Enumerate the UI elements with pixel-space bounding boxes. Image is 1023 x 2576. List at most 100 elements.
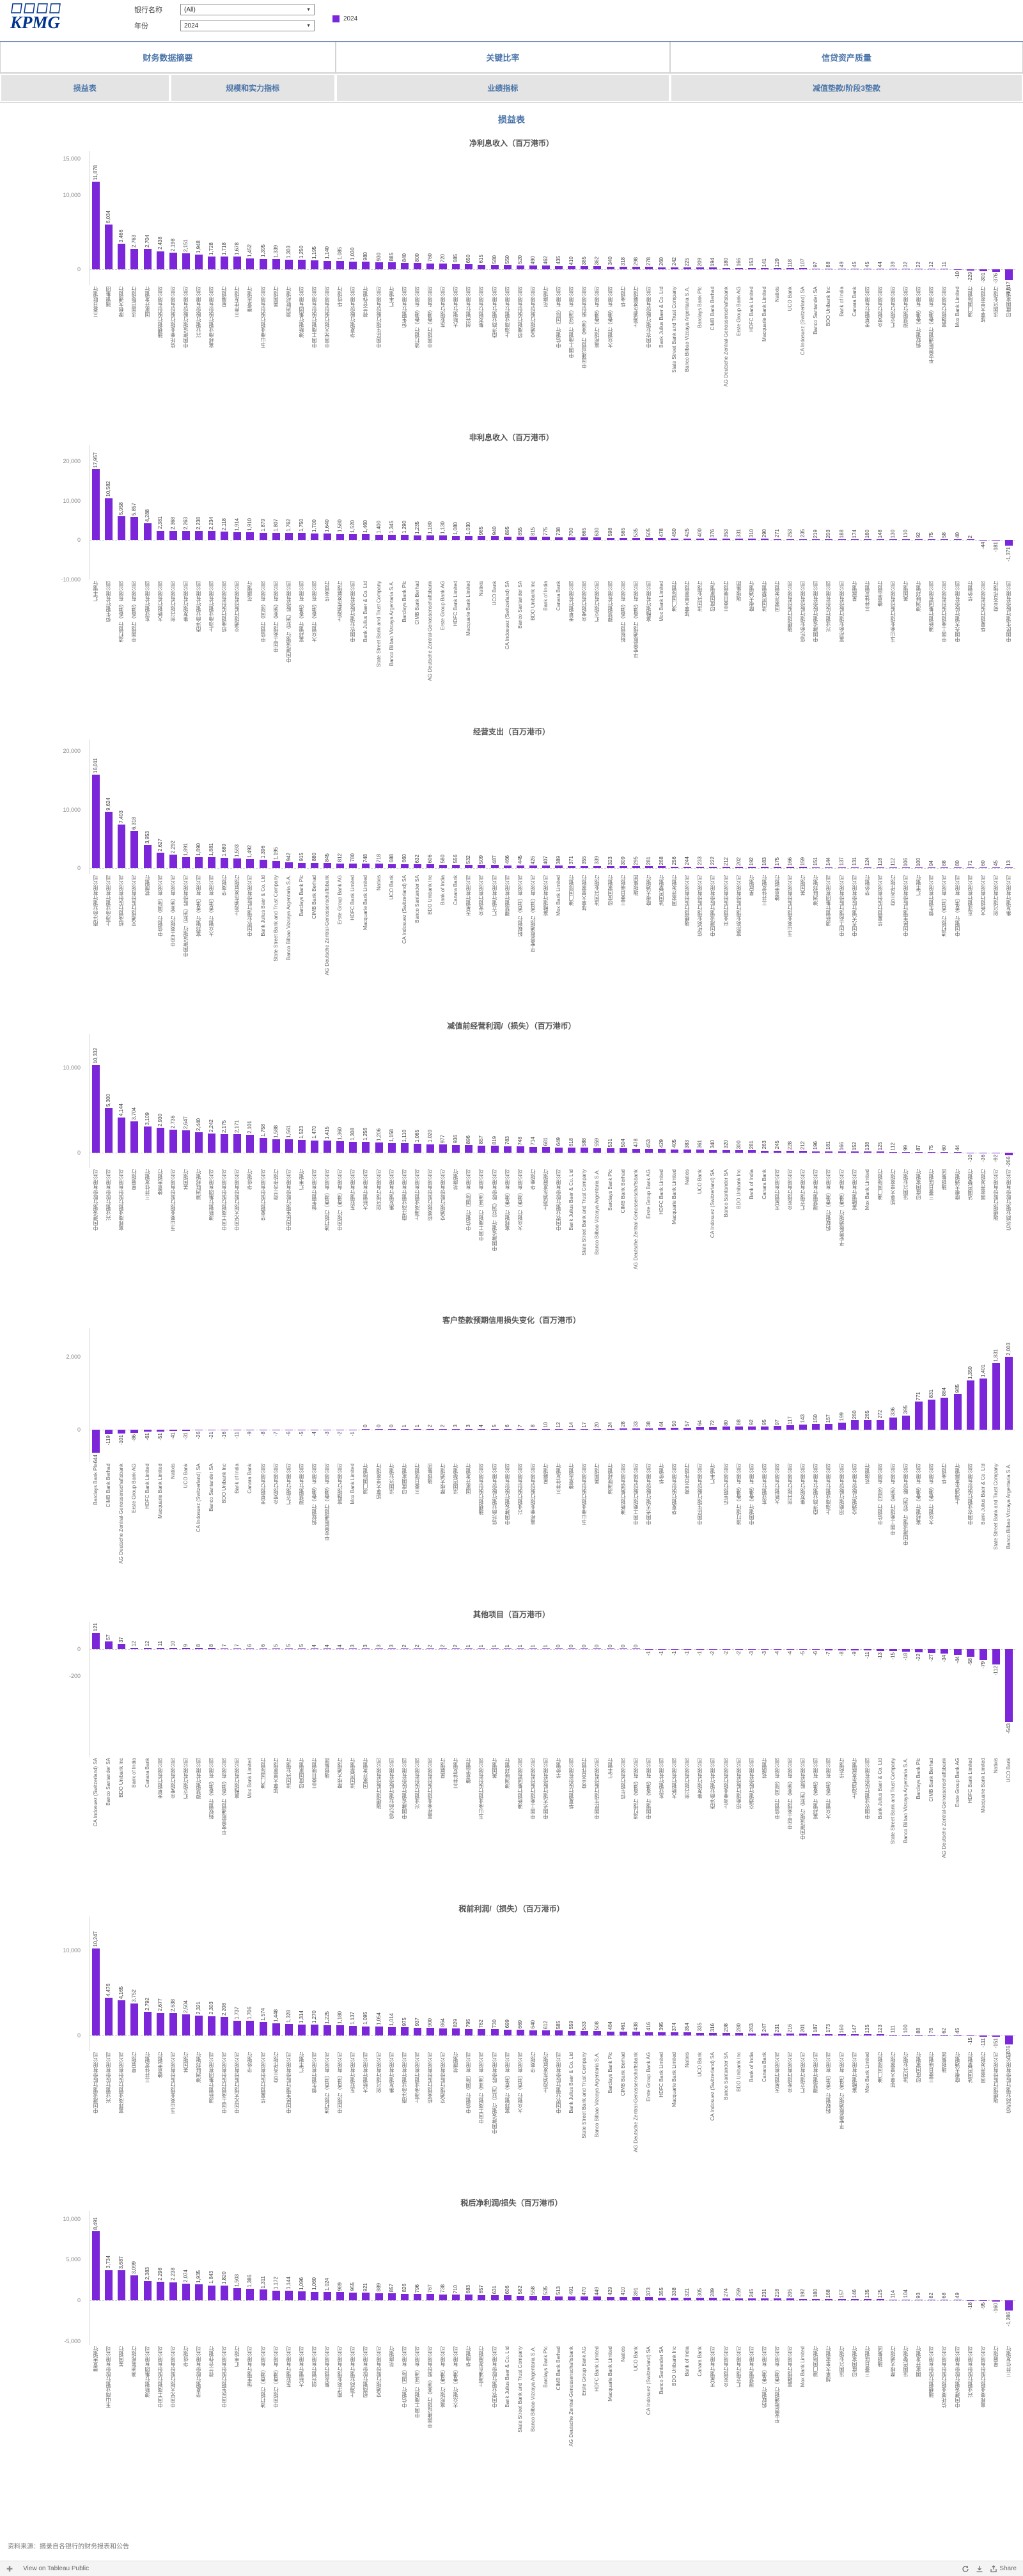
bar[interactable] (529, 1428, 537, 1430)
year-dropdown[interactable]: 2024 ▼ (180, 20, 315, 31)
bar[interactable] (92, 774, 100, 868)
bar[interactable] (889, 1417, 897, 1430)
bar[interactable] (478, 1428, 486, 1430)
bar[interactable] (671, 2032, 679, 2036)
bar[interactable] (490, 1146, 499, 1153)
bar[interactable] (799, 2298, 808, 2300)
bar[interactable] (194, 857, 203, 868)
bar[interactable] (439, 2294, 448, 2300)
bar[interactable] (581, 537, 589, 541)
bar[interactable] (632, 2297, 640, 2300)
bar[interactable] (426, 864, 434, 868)
bar[interactable] (490, 264, 499, 269)
bar[interactable] (105, 2270, 113, 2300)
bar[interactable] (259, 258, 267, 269)
bar[interactable] (644, 538, 653, 541)
bar[interactable] (619, 1428, 627, 1430)
bar[interactable] (671, 538, 679, 541)
bar[interactable] (182, 1648, 190, 1649)
bar[interactable] (118, 825, 126, 868)
bar[interactable] (786, 1151, 795, 1153)
bar[interactable] (876, 2034, 884, 2035)
bar[interactable] (735, 539, 743, 541)
bar[interactable] (413, 2293, 421, 2300)
bar[interactable] (850, 1151, 859, 1153)
bar[interactable] (387, 2027, 396, 2036)
bar[interactable] (889, 539, 897, 541)
bar[interactable] (606, 537, 614, 541)
bar[interactable] (272, 533, 280, 541)
bar[interactable] (1004, 2035, 1013, 2045)
bar[interactable] (156, 1647, 164, 1649)
bar[interactable] (671, 1649, 679, 1650)
bar[interactable] (915, 539, 923, 541)
bar[interactable] (555, 1147, 563, 1153)
bar[interactable] (336, 533, 345, 541)
bar[interactable] (516, 537, 524, 541)
bar[interactable] (130, 1121, 139, 1153)
bar[interactable] (992, 1649, 1000, 1664)
bar[interactable] (632, 1428, 640, 1430)
bar[interactable] (953, 1152, 962, 1153)
bar[interactable] (760, 867, 769, 868)
bar[interactable] (992, 269, 1000, 272)
bar[interactable] (221, 1648, 229, 1649)
bar[interactable] (516, 2295, 524, 2300)
bar[interactable] (452, 1428, 460, 1430)
bar[interactable] (105, 498, 113, 541)
bar[interactable] (503, 2295, 512, 2300)
bar[interactable] (696, 2298, 705, 2300)
bar[interactable] (221, 532, 229, 541)
bar[interactable] (671, 866, 679, 868)
bar[interactable] (375, 1428, 383, 1430)
bar[interactable] (644, 2032, 653, 2035)
bar[interactable] (915, 1649, 923, 1652)
bar[interactable] (979, 2300, 987, 2302)
bar[interactable] (208, 1648, 216, 1649)
tab-credit-asset-quality[interactable]: 信贷资产质量 (669, 42, 1023, 73)
bar[interactable] (953, 867, 962, 868)
bar[interactable] (310, 260, 318, 269)
bar[interactable] (375, 1142, 383, 1153)
bar[interactable] (465, 1648, 473, 1649)
bar[interactable] (233, 858, 242, 868)
bar[interactable] (221, 2016, 229, 2035)
bar[interactable] (941, 867, 949, 868)
bar[interactable] (233, 2021, 242, 2036)
bar[interactable] (246, 1648, 254, 1649)
bar[interactable] (838, 2034, 846, 2035)
bar[interactable] (105, 1997, 113, 2036)
bar[interactable] (246, 532, 254, 541)
bar[interactable] (760, 268, 769, 269)
bar[interactable] (169, 2013, 177, 2036)
bar[interactable] (336, 2292, 345, 2300)
bar[interactable] (657, 866, 666, 868)
bar[interactable] (953, 1649, 962, 1655)
bar[interactable] (657, 2297, 666, 2300)
bar[interactable] (439, 2028, 448, 2036)
bar[interactable] (465, 865, 473, 868)
bar[interactable] (786, 2298, 795, 2300)
bar[interactable] (503, 865, 512, 868)
bar[interactable] (825, 2034, 833, 2036)
bar[interactable] (632, 1648, 640, 1649)
bar[interactable] (208, 2016, 216, 2036)
bar[interactable] (773, 268, 781, 269)
bar[interactable] (683, 2032, 692, 2036)
bar[interactable] (349, 863, 357, 868)
bar[interactable] (696, 2032, 705, 2036)
bar[interactable] (349, 533, 357, 541)
bar[interactable] (118, 2000, 126, 2036)
bar[interactable] (529, 2030, 537, 2036)
bar[interactable] (233, 2288, 242, 2300)
bar[interactable] (825, 1424, 833, 1430)
bar[interactable] (941, 539, 949, 541)
bar[interactable] (812, 1424, 820, 1430)
bar[interactable] (130, 1429, 139, 1433)
bar[interactable] (747, 2033, 756, 2036)
bar[interactable] (375, 2293, 383, 2300)
bar[interactable] (683, 866, 692, 868)
bar[interactable] (747, 267, 756, 269)
bar[interactable] (452, 1648, 460, 1649)
bar[interactable] (92, 1429, 100, 1453)
